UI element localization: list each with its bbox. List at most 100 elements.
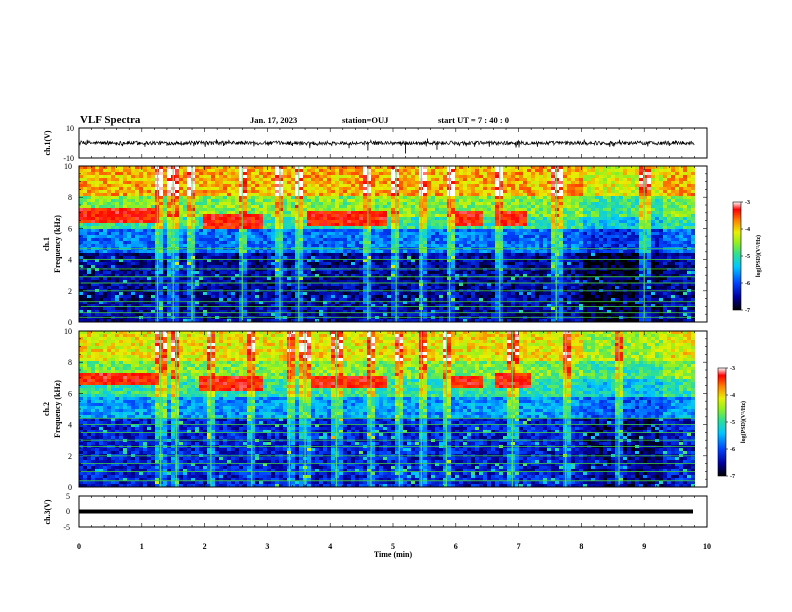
spectrogram-cell: [239, 169, 244, 173]
spectrogram-cell: [307, 310, 312, 314]
spectrogram-cell: [415, 166, 420, 170]
spectrogram-cell: [307, 259, 312, 263]
spectrogram-cell: [367, 319, 372, 323]
spectrogram-cell: [299, 196, 304, 200]
spectrogram-cell: [435, 196, 440, 200]
spectrogram-cell: [91, 319, 96, 323]
spectrogram-cell: [243, 187, 248, 191]
spectrogram-cell: [331, 208, 336, 212]
spectrogram-cell: [91, 313, 96, 317]
spectrogram-cell: [363, 319, 368, 323]
spectrogram-cell: [275, 277, 280, 281]
spectrogram-cell: [243, 313, 248, 317]
spectrogram-cell: [307, 235, 312, 239]
spectrogram-cell: [195, 166, 200, 170]
spectrogram-cell: [411, 196, 416, 200]
spectrogram-cell: [179, 220, 184, 224]
spectrogram-cell: [443, 277, 448, 281]
spectrogram-cell: [243, 301, 248, 305]
spectrogram-cell: [259, 199, 264, 203]
spectrogram-cell: [223, 238, 228, 242]
spectrogram-cell: [203, 292, 208, 296]
spectrogram-cell: [243, 193, 248, 197]
spectrogram-cell: [395, 229, 400, 233]
spectrogram-cell: [199, 184, 204, 188]
spectrogram-cell: [243, 295, 248, 299]
spectrogram-cell: [175, 235, 180, 239]
spectrogram-cell: [275, 274, 280, 278]
spectrogram-cell: [295, 292, 300, 296]
spectrogram-cell: [187, 169, 192, 173]
spectrogram-cell: [87, 301, 92, 305]
spectrogram-cell: [275, 271, 280, 275]
spectrogram-cell: [339, 250, 344, 254]
spectrogram-cell: [315, 310, 320, 314]
spectrogram-cell: [131, 253, 136, 257]
spectrogram-cell: [143, 286, 148, 290]
spectrogram-cell: [371, 286, 376, 290]
spectrogram-cell: [431, 265, 436, 269]
spectrogram-cell: [375, 205, 380, 209]
spectrogram-cell: [103, 235, 108, 239]
spectrogram-cell: [175, 256, 180, 260]
spectrogram-cell: [95, 166, 100, 170]
spectrogram-cell: [79, 304, 84, 308]
spectrogram-cell: [231, 166, 236, 170]
spectrogram-cell: [295, 280, 300, 284]
spectrogram-cell: [211, 286, 216, 290]
spectrogram-cell: [195, 262, 200, 266]
spectrogram-cell: [227, 310, 232, 314]
spectrogram-cell: [163, 217, 168, 221]
spectrogram-cell: [347, 253, 352, 257]
spectrogram-cell: [203, 166, 208, 170]
spectrogram-cell: [391, 214, 396, 218]
spectrogram-cell: [283, 280, 288, 284]
spectrogram-cell: [103, 226, 108, 230]
spectrogram-cell: [143, 202, 148, 206]
spectrogram-cell: [103, 277, 108, 281]
spectrogram-cell: [99, 190, 104, 194]
spectrogram-cell: [327, 175, 332, 179]
spectrogram-cell: [339, 181, 344, 185]
spectrogram-cell: [227, 190, 232, 194]
spectrogram-cell: [339, 172, 344, 176]
spectrogram-cell: [227, 268, 232, 272]
spectrogram-cell: [179, 187, 184, 191]
spectrogram-cell: [147, 241, 152, 245]
spectrogram-cell: [351, 259, 356, 263]
spectrogram-cell: [223, 298, 228, 302]
spectrogram-cell: [399, 283, 404, 287]
spectrogram-cell: [151, 202, 156, 206]
spectrogram-cell: [307, 244, 312, 248]
spectrogram-cell: [199, 211, 204, 215]
spectrogram-cell: [223, 271, 228, 275]
spectrogram-cell: [115, 190, 120, 194]
spectrogram-cell: [427, 220, 432, 224]
spectrogram-cell: [383, 265, 388, 269]
spectrogram-cell: [167, 238, 172, 242]
spectrogram-cell: [99, 244, 104, 248]
spectrogram-cell: [431, 178, 436, 182]
spectrogram-cell: [259, 193, 264, 197]
spectrogram-cell: [95, 220, 100, 224]
spectrogram-cell: [279, 220, 284, 224]
spectrogram-cell: [151, 205, 156, 209]
spectrogram-cell: [351, 190, 356, 194]
spectrogram-cell: [307, 241, 312, 245]
spectrogram-cell: [399, 259, 404, 263]
spectrogram-cell: [83, 238, 88, 242]
spectrogram-cell: [159, 286, 164, 290]
spectrogram-cell: [327, 295, 332, 299]
spectrogram-cell: [119, 181, 124, 185]
spectrogram-cell: [299, 169, 304, 173]
spectrogram-cell: [87, 313, 92, 317]
spectrogram-cell: [347, 196, 352, 200]
spectrogram-cell: [343, 238, 348, 242]
spectrogram-cell: [187, 217, 192, 221]
spectrogram-cell: [247, 274, 252, 278]
spectrogram-cell: [135, 259, 140, 263]
spectrogram-cell: [407, 310, 412, 314]
spectrogram-cell: [283, 181, 288, 185]
spectrogram-cell: [207, 250, 212, 254]
spectrogram-cell: [127, 175, 132, 179]
